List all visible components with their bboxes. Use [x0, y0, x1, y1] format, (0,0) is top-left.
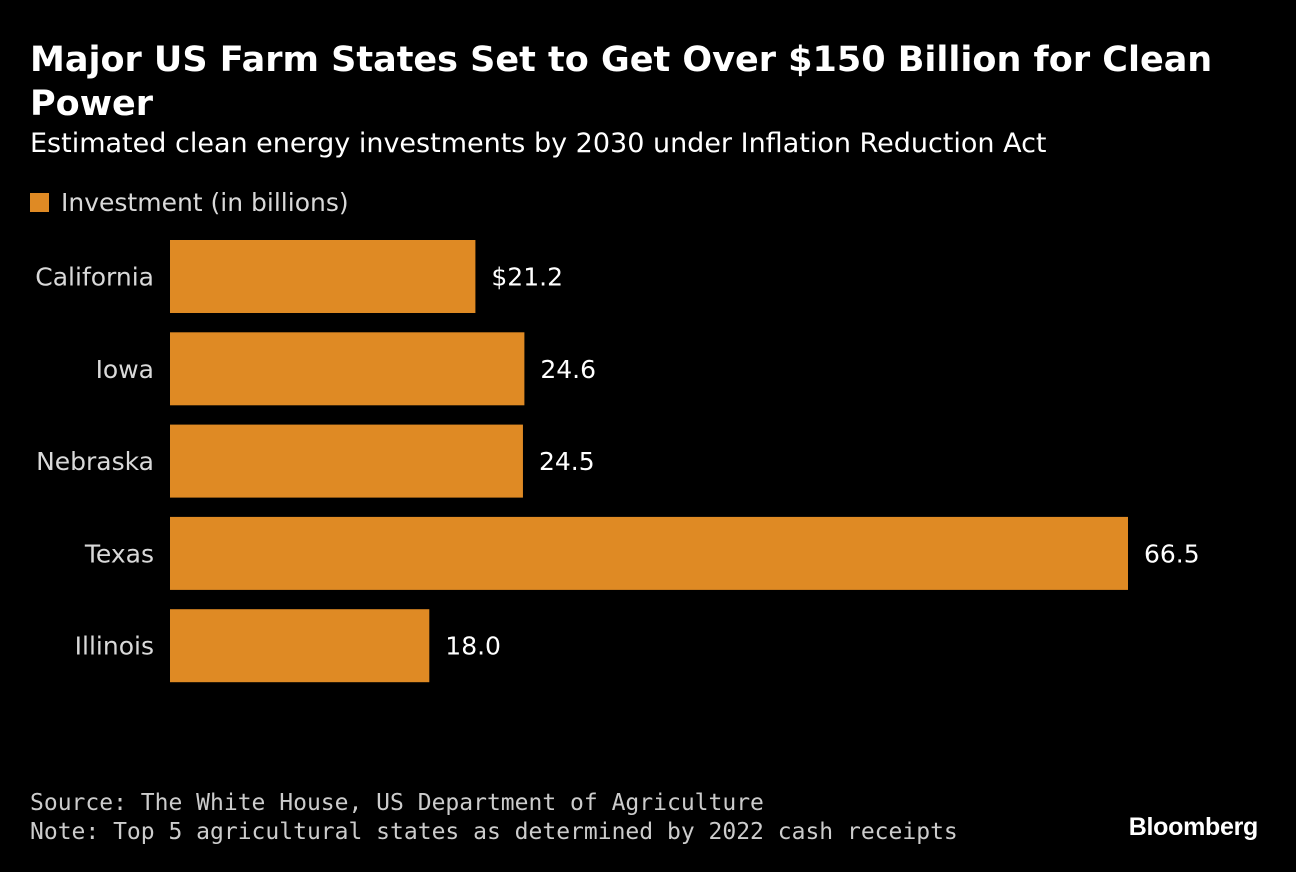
category-label: Nebraska: [36, 447, 154, 476]
legend-label: Investment (in billions): [61, 187, 349, 217]
chart-subtitle: Estimated clean energy investments by 20…: [30, 128, 1047, 159]
value-label: 24.6: [540, 355, 596, 384]
category-label: Iowa: [96, 355, 154, 384]
value-label: 24.5: [539, 447, 595, 476]
value-label: 66.5: [1144, 539, 1200, 568]
legend-swatch: [30, 192, 49, 212]
bar-california: [170, 240, 476, 313]
bar-nebraska: [170, 424, 523, 498]
category-label: Texas: [84, 539, 154, 568]
value-label: 18.0: [445, 632, 501, 661]
category-label: Illinois: [75, 632, 154, 661]
bar-illinois: [170, 609, 430, 683]
category-label: California: [35, 263, 154, 292]
bar-iowa: [170, 332, 525, 406]
bar-chart: California $21.2 Iowa 24.6 Nebraska 24.5 Texas…: [35, 240, 1200, 683]
source-note: Source: The White House, US Department o…: [30, 790, 764, 816]
footnote: Note: Top 5 agricultural states as deter…: [30, 819, 958, 845]
chart-title: Major US Farm States Set to Get Over $15…: [30, 40, 1213, 124]
value-label: $21.2: [491, 263, 563, 292]
legend: Investment (in billions): [30, 186, 349, 218]
bar-texas: [170, 516, 1128, 590]
bloomberg-logo: Bloomberg: [1128, 813, 1259, 841]
